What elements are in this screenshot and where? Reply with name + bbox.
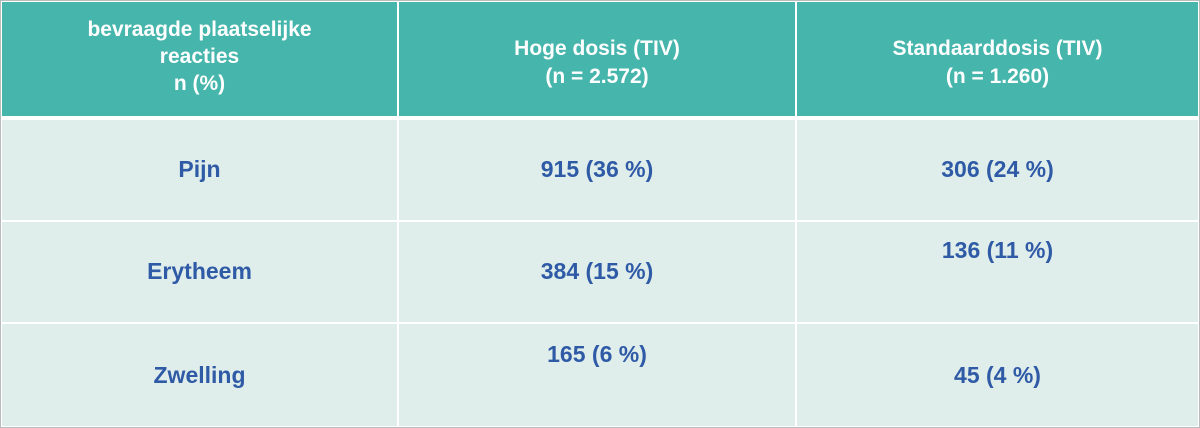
table-row-label: Erytheem [2,222,399,324]
row-label-erytheem: Erytheem [147,258,252,284]
zwelling-high-dose-value: 165 (6 %) [547,341,647,367]
header-high-dose-line-2: (n = 2.572) [545,65,649,88]
header-cell-standard-dose: Standaarddosis (TIV) (n = 1.260) [797,2,1198,120]
table-row-label: Pijn [2,120,399,222]
row-label-pijn: Pijn [178,156,221,182]
header-reaction-line-3: n (%) [173,72,226,95]
zwelling-standard-dose-value: 45 (4 %) [954,362,1041,388]
header-standard-dose-line-1: Standaarddosis (TIV) [892,37,1103,60]
table-row-label: Zwelling [2,324,399,426]
table-cell: 306 (24 %) [797,120,1198,222]
row-label-zwelling: Zwelling [153,362,246,388]
pijn-standard-dose-value: 306 (24 %) [941,156,1054,182]
header-cell-high-dose: Hoge dosis (TIV) (n = 2.572) [399,2,797,120]
table-cell: 384 (15 %) [399,222,797,324]
header-cell-reaction: bevraagde plaatselijke reacties n (%) [2,2,399,120]
table-cell: 165 (6 %) [399,324,797,426]
pijn-high-dose-value: 915 (36 %) [540,156,654,182]
header-reaction-line-1: bevraagde plaatselijke [87,18,312,41]
header-high-dose-line-1: Hoge dosis (TIV) [514,37,680,60]
table-cell: 45 (4 %) [797,324,1198,426]
table-cell: 915 (36 %) [399,120,797,222]
erytheem-standard-dose-value: 136 (11 %) [941,237,1054,263]
header-standard-dose-line-2: (n = 1.260) [945,65,1050,88]
erytheem-high-dose-value: 384 (15 %) [540,258,654,284]
header-reaction-line-2: reacties [159,45,240,68]
table-cell: 136 (11 %) [797,222,1198,324]
